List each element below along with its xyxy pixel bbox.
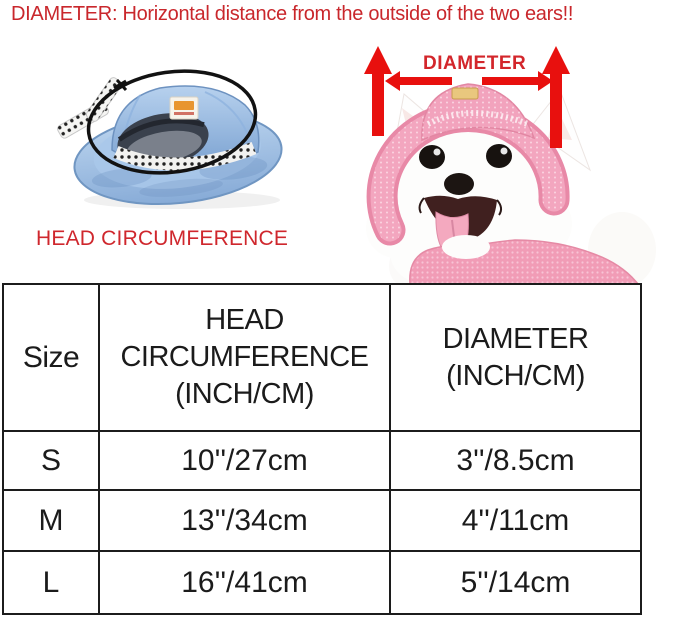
table-header-head-circumference: HEAD CIRCUMFERENCE (INCH/CM) [100, 285, 391, 432]
chest-fluff [442, 235, 490, 259]
table-row-m-diameter: 4''/11cm [391, 491, 640, 552]
right-horizontal-arrow-shaft [482, 77, 538, 85]
table-header-size: Size [4, 285, 100, 432]
head-circumference-caption: HEAD CIRCUMFERENCE [36, 227, 289, 250]
size-table: Size HEAD CIRCUMFERENCE (INCH/CM) DIAMET… [2, 283, 642, 615]
left-arrowhead-icon [385, 71, 400, 91]
diameter-arrows-icon [364, 46, 570, 148]
header-size-label: Size [22, 341, 80, 374]
page-title: DIAMETER: Horizontal distance from the o… [11, 3, 574, 25]
header-line: DIAMETER [442, 322, 589, 355]
dog-right-eye [486, 144, 512, 168]
diameter-figure-label: DIAMETER [423, 53, 527, 74]
left-horizontal-arrow-shaft [396, 77, 452, 85]
blue-hat-illustration [57, 69, 283, 209]
table-row-l-diameter: 5''/14cm [460, 565, 571, 599]
table-row-m-size: M [4, 491, 100, 552]
table-row-m-head-circumference: 13''/34cm [100, 491, 391, 552]
table-row-l-size: L [4, 552, 100, 613]
dog-with-pink-hat-illustration [364, 46, 656, 285]
dog-left-eye [419, 145, 445, 169]
table-row-l-head-circumference: 16''/41cm [100, 552, 391, 613]
right-arrowhead-icon [538, 71, 553, 91]
circumference-cord [86, 69, 258, 175]
left-vertical-arrow-shaft [372, 70, 384, 136]
polka-dot-band [113, 141, 257, 171]
table-header-diameter: DIAMETER (INCH/CM) [391, 285, 640, 432]
right-up-arrowhead-icon [542, 46, 570, 74]
pink-hat-label [451, 87, 479, 100]
right-vertical-arrow-shaft [550, 70, 562, 148]
pink-hat-crown [421, 83, 536, 142]
table-row-s-head-circumference: 10''/27cm [100, 432, 391, 491]
header-line: HEAD [205, 304, 284, 336]
hat-brand-label [169, 96, 199, 120]
left-up-arrowhead-icon [364, 46, 392, 74]
dog-nose [444, 173, 474, 195]
header-line: (INCH/CM) [175, 378, 314, 410]
header-line: CIRCUMFERENCE [120, 341, 369, 373]
header-line: (INCH/CM) [446, 359, 585, 392]
dog-vest [409, 235, 640, 285]
table-row-s-size: S [4, 432, 100, 491]
table-row-s-diameter: 3''/8.5cm [391, 432, 640, 491]
